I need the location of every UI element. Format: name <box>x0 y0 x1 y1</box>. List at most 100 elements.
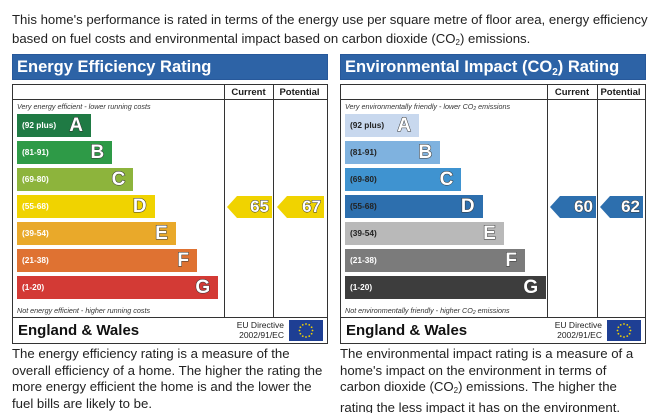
eu-star-icon <box>305 323 307 325</box>
eu-star-icon <box>616 329 619 332</box>
rating-band-a: (92 plus) A <box>17 114 91 137</box>
band-letter: A <box>397 115 412 137</box>
band-letter: F <box>505 250 518 272</box>
current-arrow-shape <box>550 196 596 218</box>
eu-star-icon <box>626 335 629 338</box>
top-caption: Very energy efficient - lower running co… <box>17 102 151 111</box>
table-footer: England & Wales EU Directive 2002/91/EC <box>13 317 327 343</box>
potential-column-header: Potential <box>600 87 641 98</box>
rating-band-b: (81-91) B <box>345 141 441 164</box>
environmental-rating-table: Current Potential Very environmentally f… <box>340 84 646 344</box>
band-range-label: (69-80) <box>22 174 49 184</box>
current-rating-arrow: 60 <box>550 196 596 218</box>
eu-star-icon <box>623 336 625 338</box>
rating-band-g: (1-20) G <box>345 276 547 299</box>
eu-star-icon <box>310 326 313 329</box>
environmental-impact-title: Environmental Impact (CO2) Rating <box>340 54 646 80</box>
current-rating-value: 60 <box>574 197 594 217</box>
eu-star-icon <box>308 335 311 338</box>
country-label: England & Wales <box>18 322 140 339</box>
energy-description: The energy efficiency rating is a measur… <box>12 346 323 411</box>
eu-star-icon <box>310 332 313 335</box>
eu-star-icon <box>301 323 304 326</box>
current-column-header: Current <box>231 87 266 98</box>
band-range-label: (21-38) <box>22 255 49 265</box>
column-divider <box>547 85 548 317</box>
rating-band-e: (39-54) E <box>17 222 176 245</box>
eu-star-icon <box>628 326 631 329</box>
eu-star-icon <box>305 336 307 338</box>
potential-arrow-shape <box>600 196 643 218</box>
band-range-label: (92 plus) <box>350 120 385 130</box>
rating-band-d: (55-68) D <box>17 195 155 218</box>
eu-directive-label: EU Directive 2002/91/EC <box>236 320 284 340</box>
eu-star-icon <box>623 323 625 325</box>
energy-rating-table: Current Potential Very energy efficient … <box>12 84 328 344</box>
rating-band-e: (39-54) E <box>345 222 504 245</box>
potential-rating-value: 67 <box>302 197 322 217</box>
current-column-header: Current <box>554 87 590 98</box>
potential-column-header: Potential <box>279 87 320 98</box>
band-letter: C <box>111 169 126 191</box>
potential-rating-arrow: 67 <box>277 196 324 218</box>
rating-band-f: (21-38) F <box>17 249 197 272</box>
band-letter: F <box>177 250 190 272</box>
eu-star-icon <box>299 332 302 335</box>
rating-band-a: (92 plus) A <box>345 114 419 137</box>
rating-band-d: (55-68) D <box>345 195 483 218</box>
eu-directive-label: EU Directive 2002/91/EC <box>554 320 602 340</box>
column-divider <box>224 85 225 317</box>
band-letter: B <box>90 142 105 164</box>
table-header-row <box>341 85 645 100</box>
band-range-label: (55-68) <box>350 201 377 211</box>
band-letter: G <box>195 277 211 299</box>
current-arrow-shape <box>227 196 272 218</box>
rating-band-c: (69-80) C <box>17 168 134 191</box>
eu-star-icon <box>617 332 620 335</box>
band-range-label: (81-91) <box>350 147 377 157</box>
rating-band-g: (1-20) G <box>17 276 219 299</box>
table-header-row <box>13 85 327 100</box>
eu-star-icon <box>619 323 622 326</box>
eu-flag-icon <box>289 320 323 341</box>
current-rating-value: 65 <box>250 197 270 217</box>
band-letter: E <box>483 223 497 245</box>
eu-star-icon <box>619 335 622 338</box>
eu-star-icon <box>626 323 629 326</box>
eu-star-icon <box>301 335 304 338</box>
band-range-label: (81-91) <box>22 147 49 157</box>
eu-star-icon <box>629 329 632 332</box>
energy-efficiency-panel: Energy Efficiency Rating Current Potenti… <box>12 54 328 411</box>
environmental-description: The environmental impact rating is a mea… <box>340 346 634 413</box>
current-rating-arrow: 65 <box>227 196 272 218</box>
potential-rating-value: 62 <box>621 197 641 217</box>
bottom-caption: Not environmentally friendly - higher CO… <box>345 306 510 316</box>
column-divider <box>597 85 598 317</box>
band-range-label: (21-38) <box>350 255 377 265</box>
band-range-label: (92 plus) <box>22 120 57 130</box>
column-divider <box>273 85 274 317</box>
band-letter: G <box>523 277 539 299</box>
country-label: England & Wales <box>346 322 468 339</box>
rating-band-c: (69-80) C <box>345 168 462 191</box>
rating-band-b: (81-91) B <box>17 141 113 164</box>
eu-star-icon <box>308 323 311 326</box>
intro-line-1: This home's performance is rated in term… <box>12 12 648 27</box>
band-letter: E <box>155 223 169 245</box>
eu-star-icon <box>628 332 631 335</box>
rating-band-f: (21-38) F <box>345 249 525 272</box>
intro-text: This home's performance is rated in term… <box>12 10 652 52</box>
band-range-label: (1-20) <box>350 282 373 292</box>
eu-flag-icon <box>607 320 641 341</box>
band-range-label: (39-54) <box>22 228 49 238</box>
bottom-caption: Not energy efficient - higher running co… <box>17 306 151 315</box>
eu-star-icon <box>311 329 314 332</box>
table-footer: England & Wales EU Directive 2002/91/EC <box>341 317 645 343</box>
band-range-label: (39-54) <box>350 228 377 238</box>
band-range-label: (1-20) <box>22 282 45 292</box>
energy-efficiency-title: Energy Efficiency Rating <box>12 54 328 80</box>
intro-line-2: based on fuel costs and environmental im… <box>12 31 531 47</box>
top-caption: Very environmentally friendly - lower CO… <box>345 102 511 112</box>
environmental-impact-panel: Environmental Impact (CO2) Rating Curren… <box>340 54 646 413</box>
eu-star-icon <box>617 326 620 329</box>
